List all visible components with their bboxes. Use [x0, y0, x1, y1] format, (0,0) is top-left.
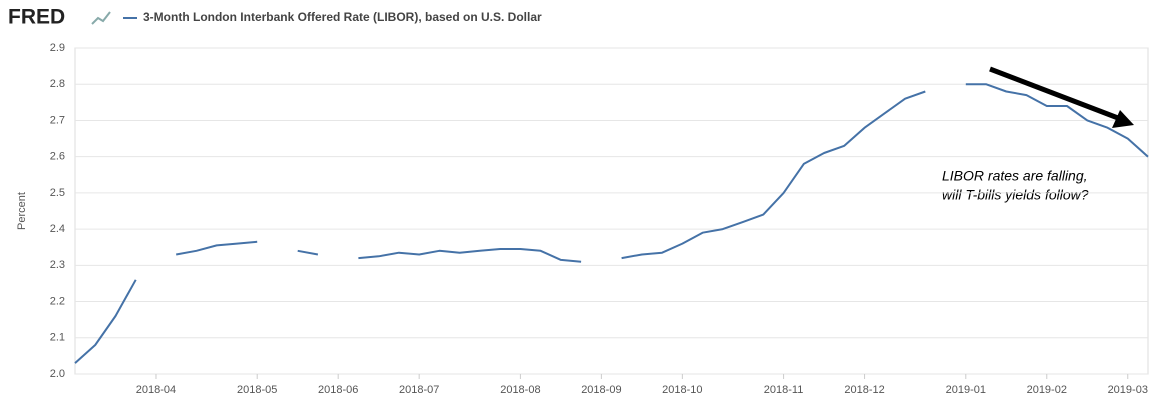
y-tick-label: 2.0 — [50, 368, 65, 380]
x-tick-label: 2018-11 — [764, 384, 804, 396]
x-tick-label: 2018-06 — [318, 384, 358, 396]
series-line — [74, 83, 1149, 364]
y-tick-label: 2.5 — [50, 187, 65, 199]
x-tick-label: 2018-10 — [662, 384, 702, 396]
x-tick-label: 2018-08 — [500, 384, 540, 396]
y-tick-label: 2.2 — [50, 295, 65, 307]
x-tick-label: 2018-09 — [581, 384, 621, 396]
y-tick-label: 2.1 — [50, 332, 65, 344]
x-tick-label: 2018-07 — [399, 384, 439, 396]
x-tick-label: 2019-01 — [946, 384, 986, 396]
y-tick-label: 2.9 — [50, 42, 65, 54]
x-tick-label: 2019-02 — [1027, 384, 1067, 396]
y-tick-label: 2.8 — [50, 78, 65, 90]
arrow-head — [1112, 110, 1134, 128]
x-tick-label: 2018-05 — [237, 384, 277, 396]
x-tick-label: 2018-12 — [844, 384, 884, 396]
y-tick-label: 2.4 — [50, 223, 65, 235]
logo-icon — [91, 11, 111, 25]
annotation: LIBOR rates are falling, — [942, 168, 1088, 184]
y-tick-label: 2.7 — [50, 114, 65, 126]
x-tick-label: 2019-03 — [1108, 384, 1148, 396]
annotation: will T-bills yields follow? — [942, 187, 1089, 203]
y-axis-label: Percent — [16, 192, 28, 230]
y-tick-label: 2.3 — [50, 259, 65, 271]
x-tick-label: 2018-04 — [136, 384, 176, 396]
logo: FRED — [8, 6, 65, 29]
legend-label[interactable]: 3-Month London Interbank Offered Rate (L… — [143, 10, 542, 24]
arrow-shaft — [989, 66, 1119, 121]
y-tick-label: 2.6 — [50, 151, 65, 163]
